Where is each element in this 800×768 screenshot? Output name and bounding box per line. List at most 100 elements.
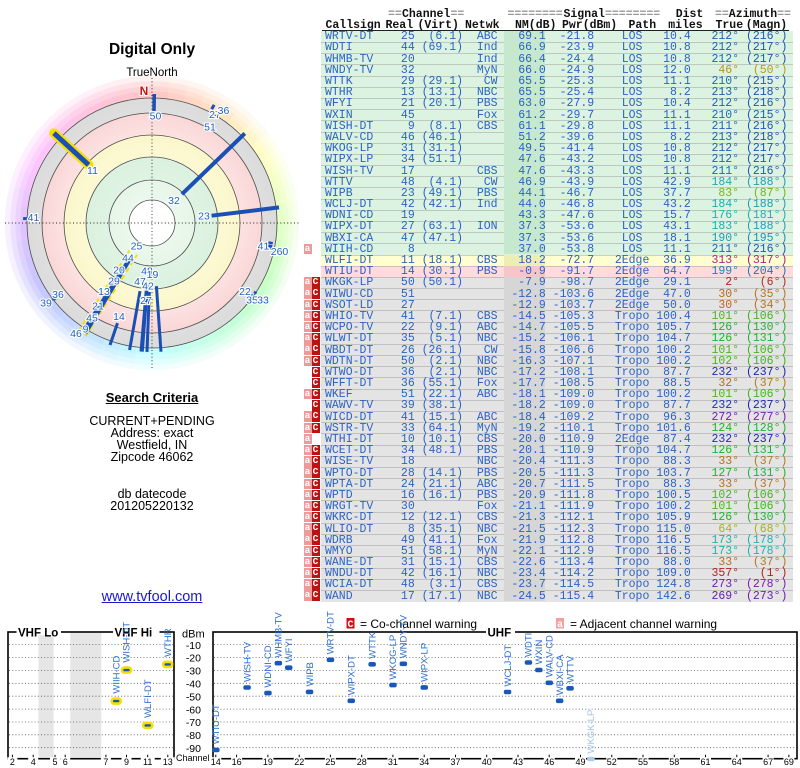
svg-text:51: 51 bbox=[204, 122, 216, 134]
svg-text:22: 22 bbox=[239, 286, 251, 298]
svg-text:13: 13 bbox=[163, 757, 173, 767]
svg-text:-40: -40 bbox=[186, 679, 201, 691]
svg-text:WIIH-CD: WIIH-CD bbox=[111, 655, 122, 693]
svg-text:50: 50 bbox=[150, 111, 162, 123]
svg-text:43: 43 bbox=[513, 757, 523, 767]
svg-text:WISH-TV: WISH-TV bbox=[242, 641, 253, 682]
svg-text:46: 46 bbox=[70, 328, 82, 340]
svg-text:WHMB-TV: WHMB-TV bbox=[274, 612, 285, 658]
svg-text:11: 11 bbox=[143, 757, 152, 767]
svg-text:31: 31 bbox=[388, 757, 398, 767]
svg-text:a: a bbox=[557, 620, 563, 631]
svg-text:34: 34 bbox=[419, 757, 429, 767]
svg-text:Channel: Channel bbox=[176, 753, 210, 763]
svg-text:55: 55 bbox=[638, 757, 648, 767]
svg-text:48: 48 bbox=[141, 266, 153, 278]
svg-text:WIPX-DT: WIPX-DT bbox=[347, 655, 358, 695]
svg-text:WTHR: WTHR bbox=[163, 628, 174, 657]
svg-text:VHF Hi: VHF Hi bbox=[115, 628, 153, 640]
svg-text:-20: -20 bbox=[186, 653, 201, 665]
svg-text:61: 61 bbox=[700, 757, 710, 767]
svg-text:260: 260 bbox=[271, 246, 289, 258]
svg-text:-50: -50 bbox=[186, 691, 201, 703]
svg-text:35: 35 bbox=[246, 295, 258, 307]
svg-text:WDTI: WDTI bbox=[524, 633, 535, 657]
svg-text:UHF: UHF bbox=[488, 628, 512, 640]
svg-text:WKOG-LP: WKOG-LP bbox=[388, 635, 399, 680]
svg-text:41: 41 bbox=[28, 212, 40, 224]
svg-text:WBXI-CA: WBXI-CA bbox=[555, 654, 566, 695]
svg-text:33: 33 bbox=[257, 295, 269, 307]
svg-text:23: 23 bbox=[198, 211, 210, 223]
svg-text:WCLJ-DT: WCLJ-DT bbox=[503, 645, 514, 687]
svg-text:27: 27 bbox=[209, 109, 221, 121]
svg-text:14: 14 bbox=[113, 311, 125, 323]
svg-text:37: 37 bbox=[450, 757, 460, 767]
svg-text:46: 46 bbox=[544, 757, 554, 767]
svg-text:WTTV: WTTV bbox=[565, 655, 576, 683]
svg-text:11: 11 bbox=[87, 165, 98, 177]
svg-text:29: 29 bbox=[108, 276, 120, 288]
svg-text:dBm: dBm bbox=[182, 629, 205, 641]
svg-text:-80: -80 bbox=[186, 730, 201, 742]
svg-text:64: 64 bbox=[732, 757, 742, 767]
svg-text:21: 21 bbox=[92, 301, 104, 313]
svg-text:WNDY-TV: WNDY-TV bbox=[399, 614, 410, 658]
svg-text:69: 69 bbox=[784, 757, 794, 767]
svg-text:-60: -60 bbox=[186, 704, 201, 716]
svg-text:9: 9 bbox=[124, 757, 129, 767]
svg-text:= Co-channel warning: = Co-channel warning bbox=[360, 617, 477, 631]
svg-text:36: 36 bbox=[218, 105, 230, 117]
svg-text:WALV-CD: WALV-CD bbox=[544, 635, 555, 677]
svg-text:19: 19 bbox=[147, 269, 159, 281]
svg-text:C: C bbox=[347, 620, 353, 631]
svg-text:14: 14 bbox=[211, 757, 221, 767]
svg-text:-90: -90 bbox=[186, 743, 201, 755]
svg-text:9: 9 bbox=[83, 324, 89, 336]
svg-text:= Adjacent channel warning: = Adjacent channel warning bbox=[570, 617, 717, 631]
svg-text:22: 22 bbox=[294, 757, 304, 767]
svg-text:36: 36 bbox=[52, 289, 64, 301]
svg-text:67: 67 bbox=[763, 757, 773, 767]
svg-text:7: 7 bbox=[103, 757, 108, 767]
svg-text:-10: -10 bbox=[186, 640, 201, 652]
svg-text:20: 20 bbox=[113, 265, 125, 277]
svg-text:44: 44 bbox=[122, 253, 134, 265]
svg-text:WIPX-LP: WIPX-LP bbox=[419, 643, 430, 682]
svg-text:32: 32 bbox=[168, 195, 180, 207]
svg-text:58: 58 bbox=[669, 757, 679, 767]
svg-text:N: N bbox=[140, 84, 149, 98]
svg-text:49: 49 bbox=[575, 757, 585, 767]
svg-text:WISH-DT: WISH-DT bbox=[122, 622, 133, 663]
svg-text:13: 13 bbox=[98, 286, 110, 298]
svg-text:WLFI-DT: WLFI-DT bbox=[143, 679, 154, 718]
svg-text:WXIN: WXIN bbox=[534, 640, 545, 665]
svg-text:27: 27 bbox=[140, 295, 152, 307]
svg-text:4: 4 bbox=[31, 757, 36, 767]
svg-text:41: 41 bbox=[258, 241, 270, 253]
svg-text:WIPB: WIPB bbox=[305, 662, 316, 686]
svg-text:39: 39 bbox=[40, 298, 52, 310]
svg-text:VHF Lo: VHF Lo bbox=[18, 628, 58, 640]
svg-text:52: 52 bbox=[607, 757, 617, 767]
svg-text:25: 25 bbox=[131, 241, 143, 253]
svg-text:19: 19 bbox=[263, 757, 273, 767]
svg-text:WKGK-LP: WKGK-LP bbox=[586, 710, 597, 754]
svg-text:16: 16 bbox=[232, 757, 242, 767]
svg-text:6: 6 bbox=[63, 757, 68, 767]
svg-text:40: 40 bbox=[482, 757, 492, 767]
svg-text:WDNI-CD: WDNI-CD bbox=[263, 645, 274, 687]
svg-text:5: 5 bbox=[52, 757, 57, 767]
svg-text:25: 25 bbox=[325, 757, 335, 767]
svg-text:2: 2 bbox=[10, 757, 15, 767]
svg-text:WFYI: WFYI bbox=[284, 638, 295, 662]
svg-text:28: 28 bbox=[357, 757, 367, 767]
svg-text:47: 47 bbox=[134, 276, 146, 288]
svg-text:WRTV-DT: WRTV-DT bbox=[326, 611, 337, 654]
svg-text:WTTK: WTTK bbox=[367, 631, 378, 659]
svg-text:-30: -30 bbox=[186, 666, 201, 678]
svg-text:WTIU-DT: WTIU-DT bbox=[211, 704, 222, 744]
svg-text:42: 42 bbox=[142, 281, 154, 293]
svg-text:45: 45 bbox=[86, 313, 98, 325]
svg-text:-70: -70 bbox=[186, 717, 201, 729]
